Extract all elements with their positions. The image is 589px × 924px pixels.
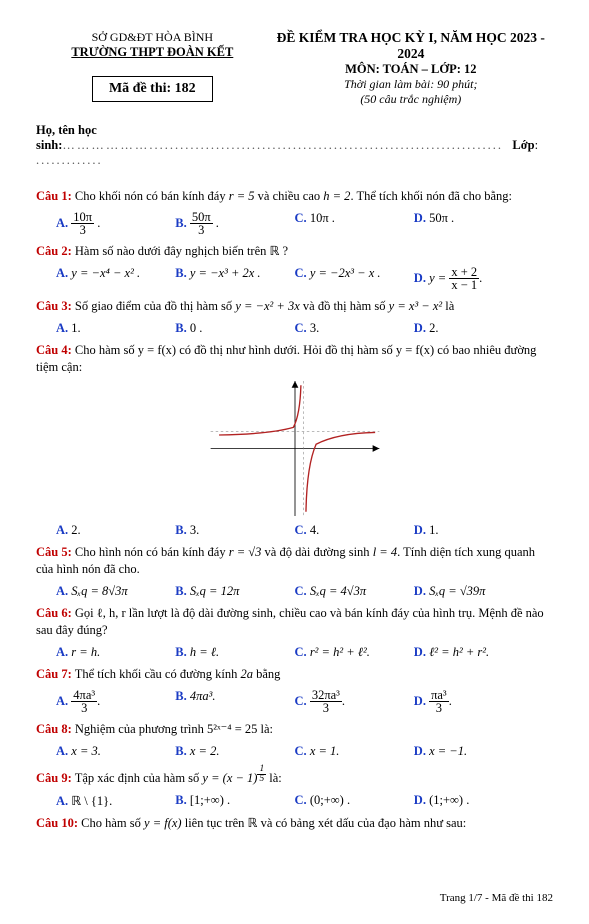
- question-8: Câu 8: Nghiệm của phương trình 5²ˣ⁻⁴ = 2…: [36, 721, 553, 738]
- q7-opt-d: D. πa³3.: [414, 689, 533, 715]
- q5-opt-c: C. Sₓq = 4√3π: [295, 584, 414, 599]
- q8-opt-b: B. x = 2.: [175, 744, 294, 759]
- school: TRƯỜNG THPT ĐOÀN KẾT: [36, 45, 269, 60]
- q7-opt-c: C. 32πa³3.: [295, 689, 414, 715]
- question-2: Câu 2: Hàm số nào dưới đây nghịch biến t…: [36, 243, 553, 260]
- q7-label: Câu 7:: [36, 667, 72, 681]
- q1-options: A. 10π3 . B. 50π3 . C. 10π . D. 50π .: [56, 211, 553, 237]
- q4-label: Câu 4:: [36, 343, 72, 357]
- q1-opt-d: D. 50π .: [414, 211, 533, 237]
- exam-code-box: Mã đề thi: 182: [92, 76, 213, 102]
- header-right: ĐỀ KIỂM TRA HỌC KỲ I, NĂM HỌC 2023 - 202…: [269, 30, 553, 107]
- q1-opt-a: A. 10π3 .: [56, 211, 175, 237]
- q2-opt-d: D. y = x + 2x − 1.: [414, 266, 533, 292]
- q1-label: Câu 1:: [36, 189, 72, 203]
- page-footer: Trang 1/7 - Mã đề thi 182: [36, 892, 553, 904]
- q3-label: Câu 3:: [36, 299, 72, 313]
- exam-time: Thời gian làm bài: 90 phút;: [269, 77, 553, 92]
- exam-title: ĐỀ KIỂM TRA HỌC KỲ I, NĂM HỌC 2023 - 202…: [269, 30, 553, 62]
- q8-opt-c: C. x = 1.: [295, 744, 414, 759]
- class-label: Lớp: [512, 138, 534, 152]
- q3-opt-d: D. 2.: [414, 321, 533, 336]
- q6-options: A. r = h. B. h = ℓ. C. r² = h² + ℓ². D. …: [56, 645, 553, 660]
- q4-graph: [36, 381, 553, 520]
- q4-opt-b: B. 3.: [175, 523, 294, 538]
- q9-opt-c: C. (0;+∞) .: [295, 793, 414, 809]
- q3-opt-b: B. 0 .: [175, 321, 294, 336]
- q9-label: Câu 9:: [36, 771, 72, 785]
- q6-opt-c: C. r² = h² + ℓ².: [295, 645, 414, 660]
- question-7: Câu 7: Thể tích khối cầu có đường kính 2…: [36, 666, 553, 683]
- q1-opt-c: C. 10π .: [295, 211, 414, 237]
- q3-opt-a: A. 1.: [56, 321, 175, 336]
- q5-opt-d: D. Sₓq = √39π: [414, 584, 533, 599]
- subject: MÔN: TOÁN – LỚP: 12: [269, 62, 553, 77]
- q4-opt-a: A. 2.: [56, 523, 175, 538]
- q5-label: Câu 5:: [36, 545, 72, 559]
- q3-opt-c: C. 3.: [295, 321, 414, 336]
- q8-opt-d: D. x = −1.: [414, 744, 533, 759]
- q4-opt-c: C. 4.: [295, 523, 414, 538]
- q3-options: A. 1. B. 0 . C. 3. D. 2.: [56, 321, 553, 336]
- q7-options: A. 4πa³3. B. 4πa³. C. 32πa³3. D. πa³3.: [56, 689, 553, 715]
- q8-opt-a: A. x = 3.: [56, 744, 175, 759]
- q8-label: Câu 8:: [36, 722, 72, 736]
- q9-options: A. ℝ \ {1}. B. [1;+∞) . C. (0;+∞) . D. (…: [56, 793, 553, 809]
- q9-opt-d: D. (1;+∞) .: [414, 793, 533, 809]
- q6-opt-a: A. r = h.: [56, 645, 175, 660]
- q4-opt-d: D. 1.: [414, 523, 533, 538]
- q1-opt-b: B. 50π3 .: [175, 211, 294, 237]
- q5-opt-a: A. Sₓq = 8√3π: [56, 584, 175, 599]
- q2-opt-c: C. y = −2x³ − x .: [295, 266, 414, 292]
- q2-opt-b: B. y = −x³ + 2x .: [175, 266, 294, 292]
- q7-opt-b: B. 4πa³.: [175, 689, 294, 715]
- ministry: SỞ GD&ĐT HÒA BÌNH: [36, 30, 269, 45]
- question-count: (50 câu trắc nghiệm): [269, 92, 553, 107]
- q8-options: A. x = 3. B. x = 2. C. x = 1. D. x = −1.: [56, 744, 553, 759]
- q2-opt-a: A. y = −x⁴ − x² .: [56, 266, 175, 292]
- q7-opt-a: A. 4πa³3.: [56, 689, 175, 715]
- student-name-line: Họ, tên học sinh:……………….................…: [36, 123, 553, 168]
- question-10: Câu 10: Cho hàm số y = f(x) liên tục trê…: [36, 815, 553, 832]
- q9-opt-b: B. [1;+∞) .: [175, 793, 294, 809]
- question-4: Câu 4: Cho hàm số y = f(x) có đồ thị như…: [36, 342, 553, 376]
- q6-opt-b: B. h = ℓ.: [175, 645, 294, 660]
- q6-label: Câu 6:: [36, 606, 72, 620]
- question-9: Câu 9: Tập xác định của hàm số y = (x − …: [36, 765, 553, 787]
- q9-opt-a: A. ℝ \ {1}.: [56, 793, 175, 809]
- q4-options: A. 2. B. 3. C. 4. D. 1.: [56, 523, 553, 538]
- q5-options: A. Sₓq = 8√3π B. Sₓq = 12π C. Sₓq = 4√3π…: [56, 584, 553, 599]
- question-3: Câu 3: Số giao điểm của đồ thị hàm số y …: [36, 298, 553, 315]
- q2-options: A. y = −x⁴ − x² . B. y = −x³ + 2x . C. y…: [56, 266, 553, 292]
- question-6: Câu 6: Gọi ℓ, h, r lần lượt là độ dài đư…: [36, 605, 553, 639]
- q5-opt-b: B. Sₓq = 12π: [175, 584, 294, 599]
- question-5: Câu 5: Cho hình nón có bán kính đáy r = …: [36, 544, 553, 578]
- q10-label: Câu 10:: [36, 816, 78, 830]
- q6-opt-d: D. ℓ² = h² + r².: [414, 645, 533, 660]
- question-1: Câu 1: Cho khối nón có bán kính đáy r = …: [36, 188, 553, 205]
- q2-label: Câu 2:: [36, 244, 72, 258]
- header-left: SỞ GD&ĐT HÒA BÌNH TRƯỜNG THPT ĐOÀN KẾT M…: [36, 30, 269, 107]
